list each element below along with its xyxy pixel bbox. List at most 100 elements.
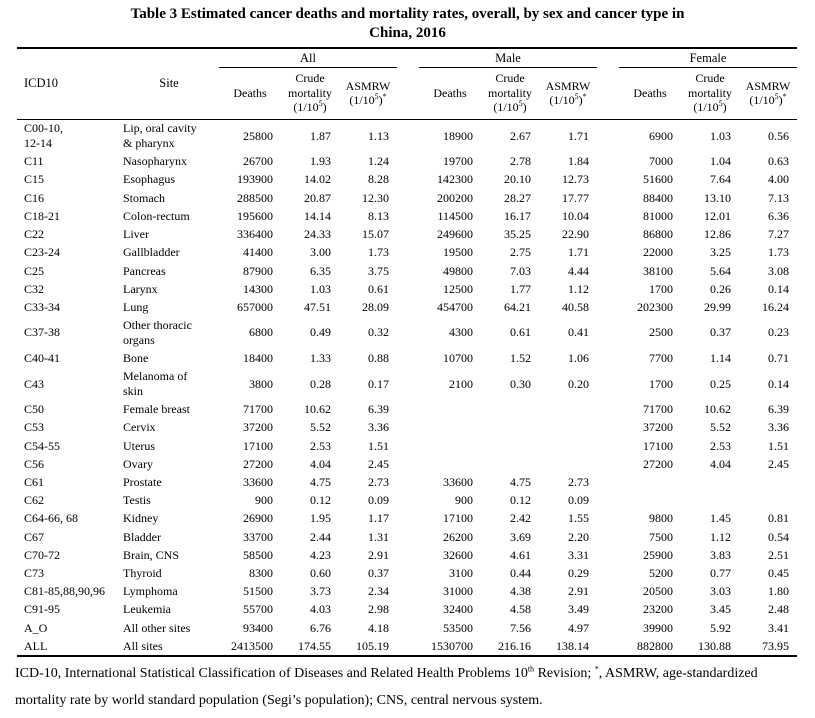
subheader-deaths: Deaths xyxy=(619,67,681,120)
crude-mortality-cell: 5.52 xyxy=(710,420,731,435)
deaths-cell: 26200 xyxy=(443,529,473,544)
asmrw-cell: 2.91 xyxy=(368,547,389,562)
crude-mortality-cell: 6.76 xyxy=(310,620,331,635)
site-cell: Kidney xyxy=(123,511,159,526)
crude-mortality-cell: 4.75 xyxy=(510,474,531,489)
subheader-asmrw: ASMRW (1/105)* xyxy=(739,67,797,120)
deaths-cell: 195600 xyxy=(237,208,273,223)
crude-mortality-cell: 0.26 xyxy=(710,281,731,296)
crude-mortality-cell: 6.35 xyxy=(310,263,331,278)
icd10-cell: C67 xyxy=(24,529,45,544)
deaths-cell: 2100 xyxy=(449,376,473,391)
asmrw-cell: 0.88 xyxy=(368,351,389,365)
footnote-text-1: ICD-10, International Statistical Classi… xyxy=(15,666,528,682)
icd10-cell: C70-72 xyxy=(24,547,60,562)
asmrw-cell: 0.45 xyxy=(768,566,789,581)
crude-mortality-cell: 2.53 xyxy=(310,438,331,453)
column-gap xyxy=(597,455,619,473)
site-cell: Bone xyxy=(123,351,149,365)
asmrw-cell xyxy=(539,455,597,473)
column-gap xyxy=(397,455,419,473)
icd10-cell: C40-41 xyxy=(24,351,60,365)
deaths-cell: 8300 xyxy=(249,566,273,581)
asmrw-cell: 2.98 xyxy=(368,602,389,617)
deaths-cell: 71700 xyxy=(643,402,673,417)
asmrw-cell: 28.09 xyxy=(362,299,389,314)
deaths-cell xyxy=(619,491,681,509)
column-gap xyxy=(597,67,619,120)
deaths-cell: 71700 xyxy=(243,402,273,417)
deaths-cell: 25900 xyxy=(643,547,673,562)
crude-mortality-cell: 28.27 xyxy=(504,190,531,205)
icd10-cell: C56 xyxy=(24,456,45,471)
asmrw-cell: 0.29 xyxy=(568,566,589,581)
column-gap xyxy=(597,298,619,316)
deaths-cell: 3800 xyxy=(249,376,273,391)
table-row: C40-41 Bone 18400 1.33 0.88 10700 1.52 1.06 7700… xyxy=(17,349,797,367)
deaths-cell: 26700 xyxy=(243,154,273,169)
deaths-cell: 17100 xyxy=(443,511,473,526)
subheader-deaths: Deaths xyxy=(219,67,281,120)
column-gap xyxy=(397,619,419,637)
crude-mortality-cell: 4.04 xyxy=(310,456,331,471)
footnote-sup-th: th xyxy=(527,664,535,674)
asmrw-cell: 0.81 xyxy=(768,511,789,526)
site-cell: Lip, oral cavity & pharynx xyxy=(123,121,197,150)
column-gap xyxy=(597,316,619,349)
site-cell: Thyroid xyxy=(123,566,162,581)
deaths-cell: 1700 xyxy=(649,376,673,391)
crude-mortality-cell: 0.30 xyxy=(510,376,531,391)
crude-mortality-cell xyxy=(681,491,739,509)
asmrw-cell: 0.41 xyxy=(568,325,589,340)
icd10-cell: C23-24 xyxy=(24,245,60,260)
site-cell: Gallbladder xyxy=(123,245,180,260)
column-gap xyxy=(597,367,619,400)
site-cell: Pancreas xyxy=(123,263,166,278)
asmrw-cell: 3.75 xyxy=(368,263,389,278)
table-row: C50 Female breast 71700 10.62 6.39 71700 10.62… xyxy=(17,400,797,418)
deaths-cell: 27200 xyxy=(243,456,273,471)
deaths-cell: 33600 xyxy=(243,474,273,489)
column-gap xyxy=(397,637,419,656)
deaths-cell: 33600 xyxy=(443,474,473,489)
crude-mortality-cell: 0.49 xyxy=(310,325,331,340)
deaths-cell: 7700 xyxy=(649,351,673,365)
column-gap xyxy=(397,437,419,455)
asmrw-cell: 1.55 xyxy=(568,511,589,526)
header-icd10: ICD10 xyxy=(17,48,119,120)
table-row: C61 Prostate 33600 4.75 2.73 33600 4.75 2.73 xyxy=(17,473,797,491)
icd10-cell: C25 xyxy=(24,263,45,278)
deaths-cell: 1700 xyxy=(649,281,673,296)
site-cell: Uterus xyxy=(123,438,155,453)
deaths-cell: 2413500 xyxy=(231,638,273,653)
table-row: C70-72 Brain, CNS 58500 4.23 2.91 32600 4.61 3.… xyxy=(17,546,797,564)
asmrw-cell: 0.20 xyxy=(568,376,589,391)
deaths-cell: 249600 xyxy=(437,227,473,242)
crude-mortality-cell: 14.14 xyxy=(304,208,331,223)
footnote: ICD-10, International Statistical Classi… xyxy=(15,661,798,714)
deaths-cell xyxy=(419,400,481,418)
deaths-cell: 32400 xyxy=(443,602,473,617)
group-header-female: Female xyxy=(619,48,797,69)
crude-mortality-cell: 0.60 xyxy=(310,566,331,581)
icd10-cell: A_O xyxy=(24,620,48,635)
column-gap xyxy=(597,473,619,491)
column-gap xyxy=(397,367,419,400)
crude-mortality-cell: 0.61 xyxy=(510,325,531,340)
deaths-cell: 22000 xyxy=(643,245,673,260)
deaths-cell: 114500 xyxy=(437,208,473,223)
crude-mortality-cell: 12.86 xyxy=(704,227,731,242)
column-gap xyxy=(397,119,419,152)
subheader-asmrw: ASMRW (1/105)* xyxy=(539,67,597,120)
site-cell: Larynx xyxy=(123,281,158,296)
site-cell: Melanoma of skin xyxy=(123,369,188,398)
asmrw-cell: 0.63 xyxy=(768,154,789,169)
deaths-cell: 18400 xyxy=(243,351,273,365)
table-row: C18-21 Colon-rectum 195600 14.14 8.13 114500 1… xyxy=(17,207,797,225)
column-gap xyxy=(397,582,419,600)
site-cell: Cervix xyxy=(123,420,156,435)
crude-mortality-cell: 0.12 xyxy=(510,493,531,508)
deaths-cell: 7500 xyxy=(649,529,673,544)
table-row: C33-34 Lung 657000 47.51 28.09 454700 64.21 40.… xyxy=(17,298,797,316)
column-gap xyxy=(597,528,619,546)
